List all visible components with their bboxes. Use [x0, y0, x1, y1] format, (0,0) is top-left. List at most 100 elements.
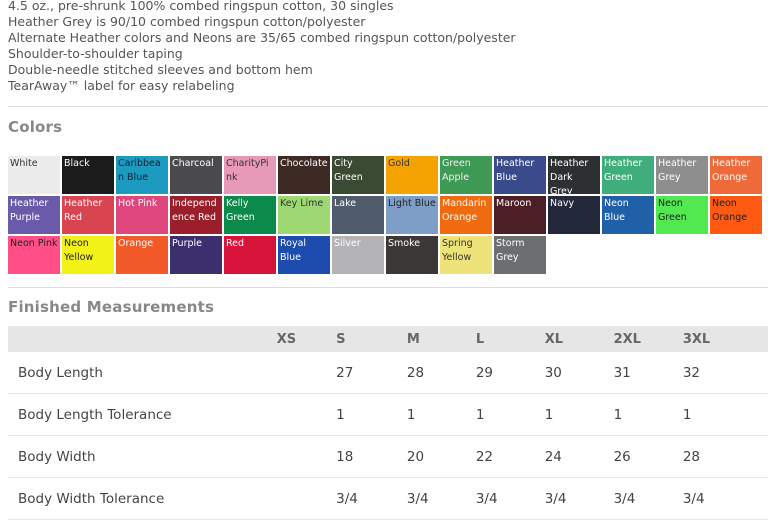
color-swatch-label: Maroon [496, 198, 532, 209]
color-swatch-label: Heather Green [604, 158, 643, 183]
color-swatch-label: Purple [172, 238, 203, 249]
color-swatch-label: Orange [118, 238, 154, 249]
feature-item: TearAway™ label for easy relabeling [8, 78, 235, 93]
color-swatch-label: Chocolate [280, 158, 328, 169]
table-row: Body Length Tolerance 1 1 1 1 1 1 [8, 393, 768, 436]
color-swatch-heather-orange[interactable]: Heather Orange [710, 156, 762, 194]
measurement-value: 29 [474, 352, 544, 394]
measurement-value: 3/4 [543, 477, 613, 520]
color-swatch-label: Neon Pink [10, 238, 58, 249]
measurement-value [275, 393, 336, 436]
color-swatch-label: Silver [334, 238, 361, 249]
measurements-header-row: XS S M L XL 2XL 3XL [8, 326, 768, 352]
measurement-value [275, 352, 336, 394]
color-swatch-label: Kelly Green [226, 198, 255, 223]
color-swatch-label: CharityPink [226, 158, 269, 183]
color-swatch-charcoal[interactable]: Charcoal [170, 156, 222, 194]
color-swatch-independence-red[interactable]: Independence Red [170, 196, 222, 234]
table-row: Body Width 18 20 22 24 26 28 [8, 435, 768, 478]
color-swatch-label: Heather Orange [712, 158, 751, 183]
color-swatch-hot-pink[interactable]: Hot Pink [116, 196, 168, 234]
color-swatch-neon-orange[interactable]: Neon Orange [710, 196, 762, 234]
color-swatch-charitypink[interactable]: CharityPink [224, 156, 276, 194]
size-header-xs: XS [275, 326, 336, 352]
color-swatch-city-green[interactable]: City Green [332, 156, 384, 194]
measurement-value: 20 [405, 435, 475, 478]
color-swatch-red[interactable]: Red [224, 236, 276, 274]
measurement-value: 3/4 [474, 477, 544, 520]
color-swatch-light-blue[interactable]: Light Blue [386, 196, 438, 234]
color-swatch-label: Heather Red [64, 198, 103, 223]
color-swatch-spring-yellow[interactable]: Spring Yellow [440, 236, 492, 274]
measurements-body: Body Length 27 28 29 30 31 32 Body Length Toler… [8, 352, 768, 520]
color-swatch-maroon[interactable]: Maroon [494, 196, 546, 234]
color-swatch-chocolate[interactable]: Chocolate [278, 156, 330, 194]
measurement-value [275, 477, 336, 520]
measurement-label: Body Width [8, 435, 276, 478]
color-swatch-purple[interactable]: Purple [170, 236, 222, 274]
color-swatch-neon-yellow[interactable]: Neon Yellow [62, 236, 114, 274]
size-header-s: S [335, 326, 406, 352]
measurement-value: 3/4 [405, 477, 475, 520]
table-row: Body Width Tolerance 3/4 3/4 3/4 3/4 3/4 3/4 [8, 477, 768, 520]
measurement-value: 3/4 [612, 477, 682, 520]
measurement-value: 1 [543, 393, 613, 436]
measurements-table: XS S M L XL 2XL 3XL Body Length 27 28 29 30 31 32 Bod… [8, 326, 768, 520]
color-swatch-royal-blue[interactable]: Royal Blue [278, 236, 330, 274]
color-swatch-label: Gold [388, 158, 410, 169]
color-swatch-neon-pink[interactable]: Neon Pink [8, 236, 60, 274]
measurement-value: 18 [335, 435, 406, 478]
color-swatch-label: Neon Blue [604, 198, 629, 223]
size-header-m: M [405, 326, 475, 352]
color-swatch-heather-green-apple[interactable]: Green Apple [440, 156, 492, 194]
section-divider [8, 287, 768, 288]
color-swatch-heather-grey[interactable]: Heather Grey [656, 156, 708, 194]
color-swatch-heather-dark-grey[interactable]: Heather Dark Grey [548, 156, 600, 194]
color-swatch-label: Key Lime [280, 198, 324, 209]
measurement-value: 1 [335, 393, 406, 436]
color-swatch-kelly-green[interactable]: Kelly Green [224, 196, 276, 234]
feature-item: Heather Grey is 90/10 combed ringspun co… [8, 14, 366, 29]
color-swatch-black[interactable]: Black [62, 156, 114, 194]
color-swatch-label: Navy [550, 198, 575, 209]
color-swatch-mandarin-orange[interactable]: Mandarin Orange [440, 196, 492, 234]
section-divider [8, 106, 768, 107]
measurement-label: Body Width Tolerance [8, 477, 276, 520]
color-swatch-label: Neon Green [658, 198, 687, 223]
color-swatch-heather-blue[interactable]: Heather Blue [494, 156, 546, 194]
color-swatch-key-lime[interactable]: Key Lime [278, 196, 330, 234]
color-swatch-caribbean-blue[interactable]: Caribbean Blue [116, 156, 168, 194]
color-swatch-gold[interactable]: Gold [386, 156, 438, 194]
size-header-2xl: 2XL [612, 326, 682, 352]
color-swatch-smoke[interactable]: Smoke [386, 236, 438, 274]
size-header-xl: XL [543, 326, 613, 352]
measurement-value: 28 [405, 352, 475, 394]
color-swatch-heather-green[interactable]: Heather Green [602, 156, 654, 194]
measurement-value: 1 [681, 393, 768, 436]
color-swatch-label: Lake [334, 198, 357, 209]
color-swatch-label: Heather Dark Grey [550, 158, 589, 194]
size-header-l: L [474, 326, 544, 352]
color-swatch-navy[interactable]: Navy [548, 196, 600, 234]
color-swatch-label: Spring Yellow [442, 238, 473, 263]
color-swatch-label: Hot Pink [118, 198, 158, 209]
measurement-label-header [8, 326, 276, 352]
color-swatch-heather-purple[interactable]: Heather Purple [8, 196, 60, 234]
color-swatch-label: Charcoal [172, 158, 214, 169]
colors-heading: Colors [8, 118, 63, 136]
color-swatch-heather-red[interactable]: Heather Red [62, 196, 114, 234]
color-swatch-silver[interactable]: Silver [332, 236, 384, 274]
color-swatch-orange[interactable]: Orange [116, 236, 168, 274]
feature-item: Shoulder-to-shoulder taping [8, 46, 183, 61]
measurement-value: 1 [474, 393, 544, 436]
color-swatch-neon-green[interactable]: Neon Green [656, 196, 708, 234]
color-swatch-white[interactable]: White [8, 156, 60, 194]
color-swatch-lake[interactable]: Lake [332, 196, 384, 234]
color-swatch-label: Green Apple [442, 158, 471, 183]
color-swatch-storm-grey[interactable]: Storm Grey [494, 236, 546, 274]
color-swatch-neon-blue[interactable]: Neon Blue [602, 196, 654, 234]
color-swatch-label: Neon Yellow [64, 238, 94, 263]
color-swatch-label: Heather Purple [10, 198, 49, 223]
measurement-value: 3/4 [335, 477, 406, 520]
measurement-value: 31 [612, 352, 682, 394]
